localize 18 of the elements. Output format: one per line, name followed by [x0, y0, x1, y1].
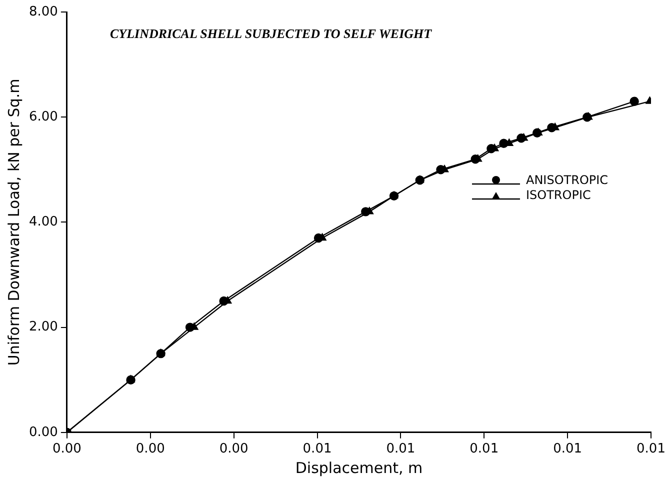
x-tick-label: 0.01	[470, 442, 499, 457]
y-tick-label: 8.00	[28, 4, 58, 20]
y-tick-label: 4.00	[28, 214, 58, 230]
y-tick-label: 0.00	[28, 424, 58, 440]
y-axis-title: Uniform Downward Load, kN per Sq.m	[4, 78, 23, 366]
x-axis-title: Displacement, m	[295, 458, 423, 477]
x-tick-label: 0.00	[136, 442, 165, 457]
legend-label: ISOTROPIC	[526, 188, 591, 202]
x-tick-label: 0.00	[219, 442, 248, 457]
y-tick-label: 6.00	[28, 109, 58, 124]
y-tick-label: 2.00	[28, 320, 58, 335]
x-tick-label: 0.01	[302, 442, 332, 457]
x-tick-label: 0.01	[386, 442, 416, 457]
text: CYLINDRICAL SHELL SUBJECTED TO SELF WEIGHT	[110, 26, 432, 42]
x-tick-label: 0.01	[636, 442, 666, 457]
legend-label: ANISOTROPIC	[526, 172, 608, 186]
x-tick-label: 0.01	[553, 442, 582, 457]
x-tick-label: 0.00	[52, 442, 82, 457]
